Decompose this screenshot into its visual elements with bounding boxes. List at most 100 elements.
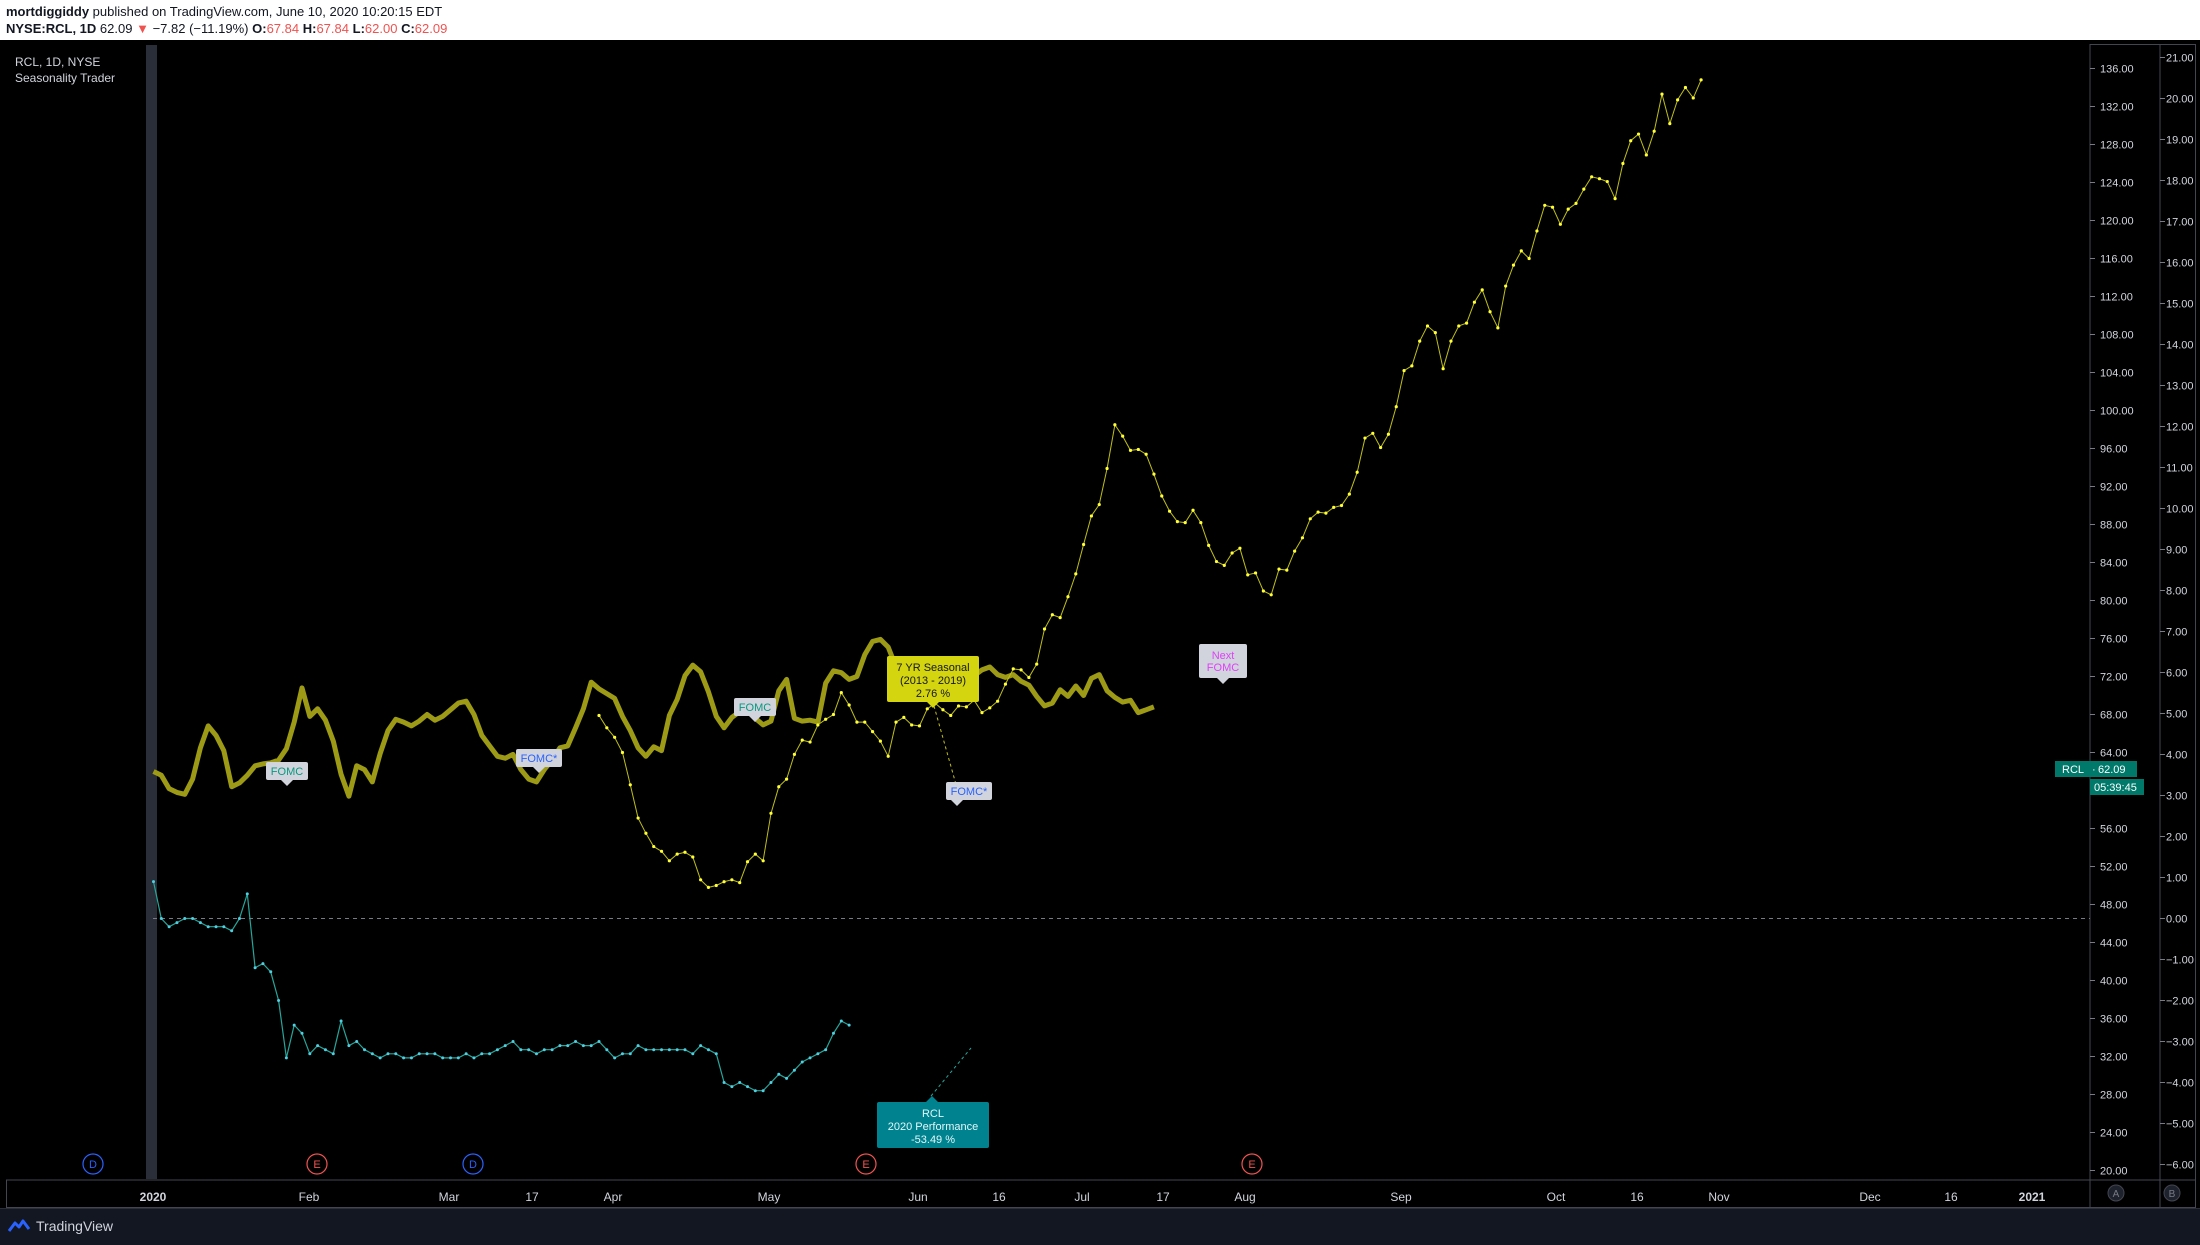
performance-point (785, 1076, 789, 1080)
seasonal-point (917, 724, 922, 728)
seasonal-point (753, 852, 757, 856)
seasonal-point (1316, 510, 1320, 514)
performance-point (370, 1052, 374, 1056)
performance-point (581, 1044, 585, 1048)
seasonal-title: 7 YR Seasonal (896, 662, 969, 674)
performance-point (323, 1048, 327, 1052)
event-marker-label: D (469, 1159, 477, 1171)
seasonal-point (1550, 205, 1555, 209)
performance-callout-connector (930, 1047, 972, 1097)
seasonal-point (831, 712, 836, 717)
performance-point (191, 917, 195, 920)
percent-tick-label: 7.00 (2166, 627, 2187, 639)
seasonal-series-line[interactable] (598, 79, 1702, 888)
next-fomc-label[interactable] (1199, 644, 1247, 678)
performance-point (511, 1040, 515, 1043)
performance-point (652, 1048, 656, 1052)
percent-tick-label: 6.00 (2166, 668, 2187, 680)
tradingview-logo[interactable]: TradingView (8, 1218, 113, 1234)
axis-badge-a[interactable] (2107, 1184, 2125, 1202)
seasonal-range: (2013 - 2019) (900, 675, 966, 687)
performance-point (480, 1052, 484, 1056)
seasonal-point (620, 750, 625, 755)
time-tick-label: Dec (1859, 1190, 1880, 1204)
seasonal-point (1042, 627, 1047, 631)
time-tick-label: 2020 (140, 1190, 167, 1204)
price-tick-label: 116.00 (2100, 254, 2133, 266)
price-series-line[interactable] (152, 636, 1155, 799)
performance-point (277, 999, 281, 1002)
price-tick-label: 24.00 (2100, 1128, 2128, 1140)
seasonal-point (1230, 551, 1234, 555)
callout-pointer (1217, 678, 1229, 684)
performance-point (800, 1060, 804, 1064)
seasonal-point (956, 704, 961, 708)
seasonal-point (1191, 508, 1195, 512)
performance-point (378, 1056, 382, 1060)
performance-point (839, 1019, 843, 1023)
seasonal-point (1472, 300, 1477, 304)
seasonal-point (800, 738, 804, 742)
seasonal-point (699, 878, 703, 882)
legend-indicator[interactable]: Seasonality Trader (15, 71, 116, 85)
seasonal-point (683, 850, 687, 854)
performance-point (425, 1052, 429, 1056)
performance-point (292, 1023, 296, 1027)
seasonal-summary-callout[interactable] (887, 656, 979, 702)
seasonal-callout-connector (933, 705, 958, 789)
open-label: O: (252, 21, 267, 36)
seasonal-point (1277, 567, 1281, 571)
dividend-marker[interactable] (462, 1153, 484, 1175)
seasonal-point (1464, 321, 1469, 325)
performance-point (589, 1044, 593, 1048)
performance-point (237, 917, 241, 920)
seasonal-value: 2.76 % (916, 688, 950, 700)
dividend-marker[interactable] (82, 1153, 104, 1175)
fomc-label-jan[interactable] (266, 762, 308, 780)
performance-point (495, 1048, 499, 1052)
percent-tick-label: −6.00 (2166, 1160, 2194, 1172)
performance-summary-callout[interactable] (877, 1102, 989, 1148)
performance-point (331, 1052, 335, 1056)
price-tick-label: 76.00 (2100, 634, 2128, 646)
callout-pointer (533, 767, 545, 773)
legend-symbol[interactable]: RCL, 1D, NYSE (15, 55, 101, 69)
last-price-value: 62.09 (2098, 764, 2126, 776)
plot-area[interactable] (6, 44, 2090, 1180)
author-name[interactable]: mortdiggiddy (6, 4, 90, 19)
seasonal-point (1488, 310, 1492, 314)
chart-legend: RCL, 1D, NYSE Seasonality Trader (15, 54, 115, 86)
performance-point (769, 1081, 773, 1084)
seasonal-point (1613, 197, 1617, 201)
seasonal-point (1199, 521, 1203, 525)
percent-tick-label: 4.00 (2166, 750, 2187, 762)
price-tick-label: 104.00 (2100, 368, 2134, 380)
axis-badge-b[interactable] (2163, 1184, 2181, 1202)
performance-point (761, 1089, 765, 1093)
fomc-label-text: FOMC (739, 702, 771, 714)
performance-point (722, 1081, 726, 1084)
price-tick-label: 80.00 (2100, 596, 2128, 608)
price-tick-label: 136.00 (2100, 64, 2134, 76)
earnings-marker[interactable] (306, 1153, 328, 1175)
seasonal-point (1543, 203, 1547, 207)
fomc-label-mar[interactable] (516, 749, 562, 767)
price-tick-label: 56.00 (2100, 824, 2128, 836)
seasonal-point (714, 883, 718, 888)
performance-point (167, 925, 171, 929)
seasonal-point (1410, 364, 1414, 368)
next-fomc-line1: Next (1212, 650, 1235, 662)
seasonal-point (1597, 177, 1602, 181)
performance-point (816, 1052, 820, 1056)
seasonal-point (605, 726, 609, 730)
earnings-marker[interactable] (1241, 1153, 1263, 1175)
fomc-label-apr[interactable] (734, 698, 776, 716)
time-tick-label: 16 (1944, 1190, 1958, 1204)
percent-tick-label: −4.00 (2166, 1078, 2194, 1090)
performance-point (417, 1052, 421, 1056)
seasonal-point (636, 816, 640, 820)
earnings-marker[interactable] (855, 1153, 877, 1175)
percent-tick-label: 0.00 (2166, 914, 2187, 926)
fomc-label-jun[interactable] (946, 782, 992, 800)
